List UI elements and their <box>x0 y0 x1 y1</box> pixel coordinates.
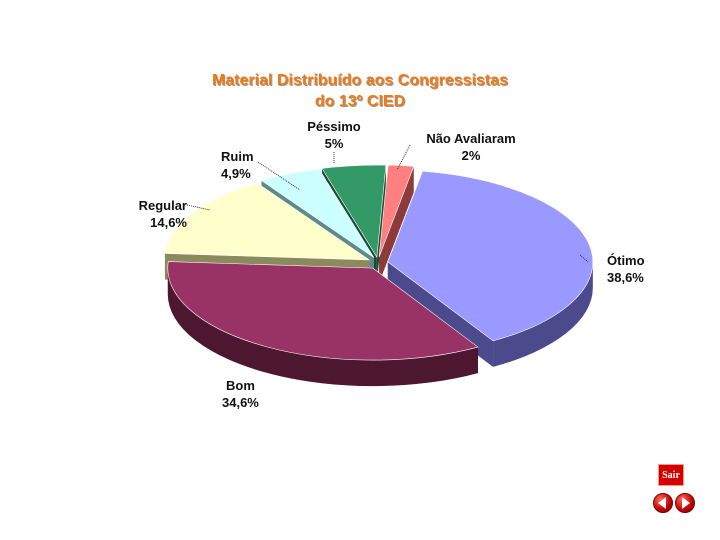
prev-button[interactable] <box>653 493 673 513</box>
pie-slice <box>321 164 387 258</box>
pie-slice <box>378 164 415 258</box>
slice-label-value: 14,6% <box>150 215 187 230</box>
slice-label-name: Bom <box>225 378 255 393</box>
slice-label-name: Regular <box>138 198 187 213</box>
left-arrow-icon <box>658 497 666 509</box>
slice-label-value: 4,9% <box>221 166 251 181</box>
slice-label-nao-avaliaram: Não Avaliaram 2% <box>421 130 521 164</box>
leader-line <box>579 254 589 263</box>
slice-label-regular: Regular 14,6% <box>135 197 187 231</box>
chart-title: Material Distribuído aos Congressistas d… <box>211 72 509 110</box>
pie-slice <box>164 182 371 261</box>
slice-label-value: 2% <box>461 148 481 163</box>
slice-label-ruim: Ruim 4,9% <box>221 148 254 182</box>
slice-label-value: 38,6% <box>607 270 644 285</box>
leader-line <box>257 161 301 191</box>
pie-slice <box>387 170 594 342</box>
slice-label-value: 5% <box>324 136 344 151</box>
slice-label-value: 34,6% <box>222 395 259 410</box>
pie-slice <box>260 168 375 258</box>
slice-label-name: Péssimo <box>307 119 361 134</box>
exit-button[interactable]: Sair <box>658 464 684 486</box>
slice-label-name: Não Avaliaram <box>426 131 516 146</box>
pie-slice <box>167 261 479 361</box>
slice-label-name: Ruim <box>221 149 254 164</box>
leader-line <box>396 144 411 171</box>
slice-label-pessimo: Péssimo 5% <box>303 118 365 152</box>
right-arrow-icon <box>682 497 690 509</box>
slice-label-name: Ótimo <box>607 253 645 268</box>
slice-label-otimo: Ótimo 38,6% <box>607 252 645 286</box>
slice-label-bom: Bom 34,6% <box>222 377 259 411</box>
next-button[interactable] <box>675 493 695 513</box>
